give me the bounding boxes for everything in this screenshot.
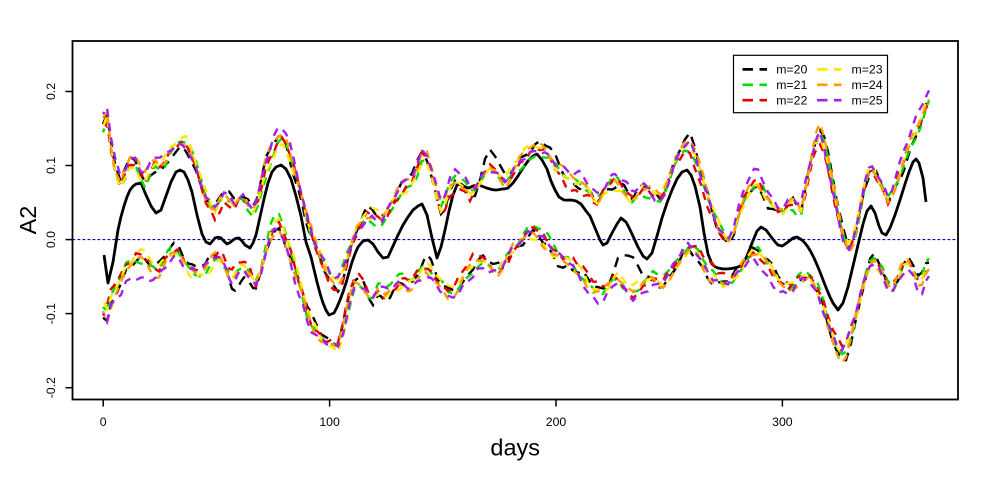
svg-text:-0.1: -0.1 (44, 303, 58, 324)
svg-text:-0.2: -0.2 (44, 377, 58, 398)
svg-text:200: 200 (546, 415, 567, 429)
svg-text:0: 0 (100, 415, 107, 429)
svg-text:0.1: 0.1 (44, 157, 58, 174)
svg-text:m=24: m=24 (852, 78, 883, 92)
svg-text:days: days (490, 435, 540, 461)
svg-text:m=23: m=23 (852, 63, 883, 77)
svg-text:m=21: m=21 (776, 78, 807, 92)
svg-text:0.0: 0.0 (44, 231, 58, 248)
svg-text:m=20: m=20 (776, 63, 807, 77)
svg-text:m=25: m=25 (852, 94, 883, 108)
svg-text:m=22: m=22 (776, 94, 807, 108)
svg-text:300: 300 (772, 415, 793, 429)
svg-text:0.2: 0.2 (44, 83, 58, 100)
svg-text:A2: A2 (15, 206, 41, 235)
svg-text:100: 100 (319, 415, 340, 429)
